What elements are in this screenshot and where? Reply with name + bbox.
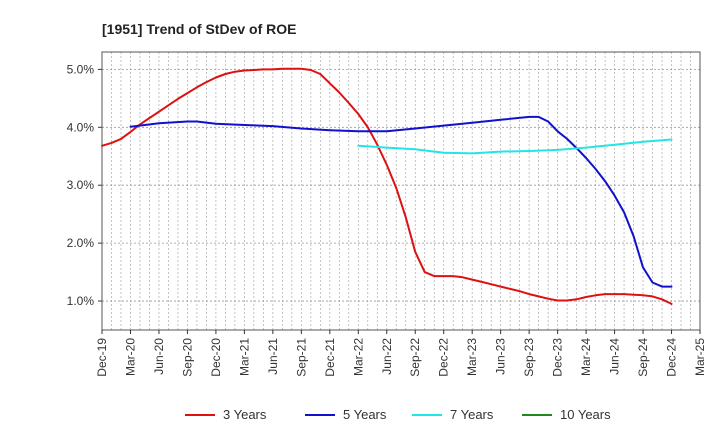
legend-label-5-years: 5 Years bbox=[343, 407, 387, 422]
plot-area-frame bbox=[101, 51, 701, 331]
chart-title: [1951] Trend of StDev of ROE bbox=[102, 21, 296, 37]
x-tick-label: Sep-24 bbox=[636, 338, 650, 377]
x-tick-label: Dec-22 bbox=[437, 338, 451, 377]
x-tick-label: Mar-21 bbox=[237, 338, 251, 376]
y-tick-label: 1.0% bbox=[67, 294, 95, 308]
y-tick-label: 4.0% bbox=[67, 120, 95, 134]
x-tick-label: Jun-21 bbox=[266, 338, 280, 375]
series-layer bbox=[101, 67, 673, 305]
x-tick-label: Jun-20 bbox=[152, 338, 166, 375]
legend-label-3-years: 3 Years bbox=[223, 407, 267, 422]
x-tick-label: Sep-22 bbox=[408, 338, 422, 377]
x-tick-label: Jun-22 bbox=[380, 338, 394, 375]
x-tick-label: Dec-23 bbox=[551, 338, 565, 377]
x-tick-label: Sep-23 bbox=[522, 338, 536, 377]
series-line-5-years bbox=[129, 115, 673, 288]
legend-label-7-years: 7 Years bbox=[450, 407, 494, 422]
x-tick-label: Mar-25 bbox=[693, 338, 707, 376]
series-line-3-years bbox=[101, 67, 673, 305]
x-tick-label: Jun-23 bbox=[494, 338, 508, 375]
legend-label-10-years: 10 Years bbox=[560, 407, 611, 422]
grid-layer bbox=[101, 52, 701, 330]
x-tick-label: Jun-24 bbox=[608, 338, 622, 375]
x-tick-label: Dec-19 bbox=[95, 338, 109, 377]
series-line-7-years bbox=[357, 138, 673, 155]
y-tick-label: 5.0% bbox=[67, 62, 95, 76]
x-tick-label: Dec-21 bbox=[323, 338, 337, 377]
x-tick-label: Mar-23 bbox=[465, 338, 479, 376]
legend: 3 Years 5 Years 7 Years 10 Years bbox=[185, 407, 611, 422]
y-tick-label: 2.0% bbox=[67, 236, 95, 250]
x-tick-label: Mar-24 bbox=[579, 338, 593, 376]
x-tick-label: Dec-24 bbox=[665, 338, 679, 377]
x-tick-label: Dec-20 bbox=[209, 338, 223, 377]
x-tick-label: Sep-20 bbox=[180, 338, 194, 377]
x-tick-label: Mar-20 bbox=[123, 338, 137, 376]
y-tick-label: 3.0% bbox=[67, 178, 95, 192]
x-tick-label: Mar-22 bbox=[351, 338, 365, 376]
axis-layer: 1.0% 2.0% 3.0% 4.0% 5.0% Dec-19 Mar-20 Jun-20 Se… bbox=[67, 51, 707, 377]
x-tick-label: Sep-21 bbox=[294, 338, 308, 377]
